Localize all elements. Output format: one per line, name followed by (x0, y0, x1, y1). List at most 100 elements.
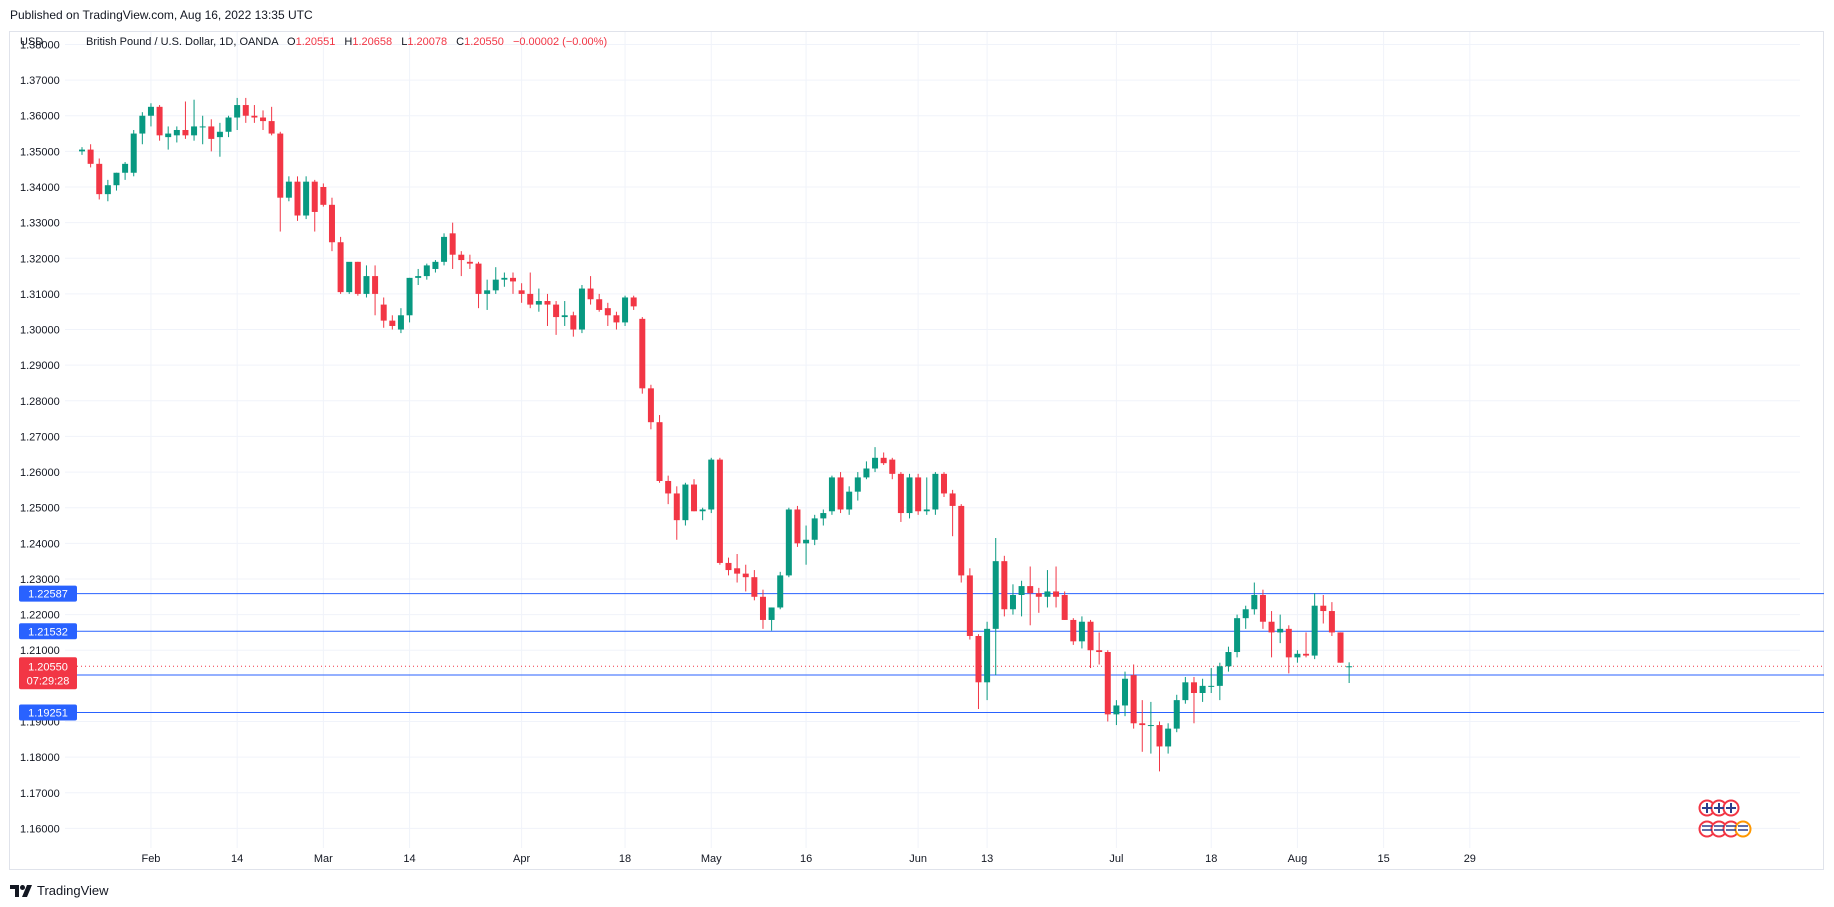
y-tick-label: 1.24000 (20, 538, 60, 550)
candle-body (1311, 605, 1318, 656)
candle-body (578, 288, 585, 330)
line-price-label: 1.22587 (28, 589, 68, 601)
candle-body (1294, 653, 1301, 658)
y-tick-label: 1.16000 (20, 823, 60, 835)
candle-body (251, 115, 258, 118)
y-tick-label: 1.31000 (20, 289, 60, 301)
horizontal-lines (65, 593, 1824, 714)
candle-body (759, 596, 766, 620)
symbol-header: USD British Pound / U.S. Dollar, 1D, OAN… (20, 36, 607, 48)
y-tick-label: 1.36000 (20, 111, 60, 123)
symbol-name: British Pound / U.S. Dollar, 1D, OANDA (86, 36, 279, 48)
candle-body (1053, 591, 1060, 597)
currency-label: USD (20, 36, 43, 48)
candle-body (1182, 682, 1189, 701)
candle-body (673, 493, 680, 521)
chart-frame (9, 31, 1824, 870)
candle-body (1113, 705, 1120, 715)
candle-body (647, 388, 654, 423)
last-price-label-bg (19, 657, 77, 690)
candle-body (268, 121, 275, 134)
candle-body (570, 315, 577, 330)
line-price-label-bg (19, 623, 77, 640)
published-caption: Published on TradingView.com, Aug 16, 20… (10, 8, 313, 22)
candle-body (1061, 595, 1068, 620)
candle-body (1190, 682, 1197, 693)
x-tick-label: 29 (1464, 853, 1476, 865)
y-tick-label: 1.25000 (20, 503, 60, 515)
candle-body (173, 129, 180, 136)
event-flags (1698, 799, 1752, 838)
y-tick-label: 1.35000 (20, 146, 60, 158)
candle-body (889, 459, 896, 474)
candle-body (941, 473, 947, 494)
candle-body (1044, 591, 1051, 597)
candle-body (441, 236, 448, 262)
candle-body (828, 477, 835, 512)
candle-body (139, 115, 146, 134)
candle-body (820, 513, 827, 519)
candle-body (466, 261, 473, 264)
x-tick-label: 15 (1377, 853, 1389, 865)
candle-body (182, 129, 189, 136)
candle-body (975, 635, 982, 683)
candle-body (604, 308, 611, 316)
candle-body (777, 575, 784, 608)
candle-body (811, 518, 818, 540)
x-tick-label: 16 (800, 853, 812, 865)
candle-body (113, 172, 120, 186)
candle-body (734, 568, 741, 574)
candle-body (1018, 586, 1025, 596)
usd-event-icon[interactable] (1698, 820, 1752, 838)
candle-body (122, 163, 129, 173)
x-tick-label: 14 (231, 853, 243, 865)
candle-body (484, 290, 491, 294)
candle-body (1199, 685, 1206, 693)
candle-body (1259, 595, 1266, 622)
candle-body (458, 254, 465, 261)
candle-body (389, 320, 396, 326)
candle-body (1225, 652, 1232, 667)
line-price-label-bg (19, 704, 77, 721)
open-value: 1.20551 (296, 36, 336, 48)
candle-body (699, 509, 706, 512)
price-labels: 1.225871.215321.203041.192511.2055007:29… (19, 585, 77, 721)
y-tick-label: 1.26000 (20, 467, 60, 479)
candle-body (406, 277, 413, 316)
candle-body (794, 509, 801, 544)
candle-body (1130, 675, 1137, 724)
candle-body (1216, 666, 1223, 686)
candle-body (208, 126, 215, 139)
candle-body (561, 315, 568, 318)
y-tick-label: 1.22000 (20, 610, 60, 622)
candle-body (199, 126, 206, 128)
x-tick-label: 18 (1205, 853, 1217, 865)
candle-body (915, 477, 922, 512)
candle-body (837, 477, 844, 510)
x-tick-label: Aug (1288, 853, 1308, 865)
candle-body (1096, 650, 1103, 653)
gbp-event-icon[interactable] (1698, 799, 1740, 817)
candle-body (949, 493, 956, 506)
candle-body (1139, 723, 1146, 726)
candle-body (79, 149, 85, 152)
footer: TradingView (10, 883, 109, 898)
low-value: 1.20078 (407, 36, 447, 48)
y-tick-label: 1.21000 (20, 645, 60, 657)
candle-body (1303, 653, 1310, 656)
y-tick-label: 1.34000 (20, 182, 60, 194)
candle-body (216, 131, 223, 138)
candle-body (1173, 700, 1180, 729)
candle-body (1070, 619, 1077, 642)
candle-body (1337, 632, 1344, 663)
y-tick-label: 1.28000 (20, 396, 60, 408)
y-tick-label: 1.18000 (20, 752, 60, 764)
line-price-label: 1.21532 (28, 626, 68, 638)
candle-body (1122, 678, 1129, 706)
candle-body (225, 117, 232, 132)
change-value: −0.00002 (−0.00%) (513, 36, 607, 48)
candle-body (725, 562, 732, 571)
candle-body (630, 297, 637, 307)
candle-body (242, 105, 249, 116)
